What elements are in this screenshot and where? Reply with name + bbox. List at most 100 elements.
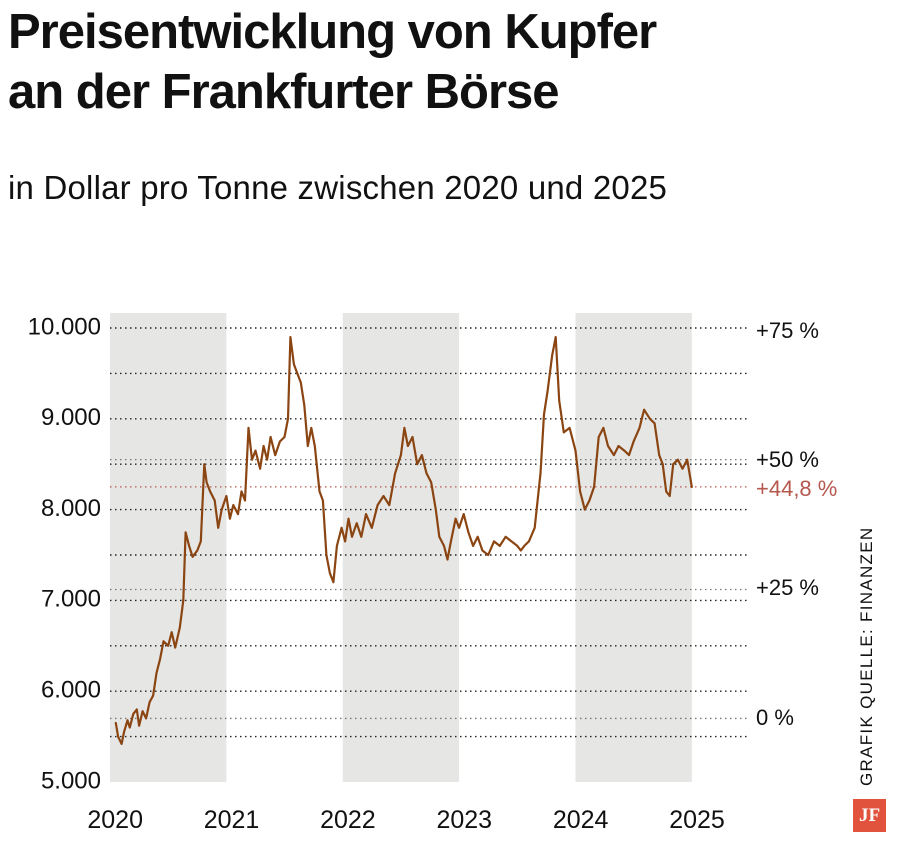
price-point-88 <box>450 540 452 543</box>
price-point-85 <box>438 535 441 538</box>
x-tick-label-2024: 2024 <box>553 806 609 834</box>
price-point-52 <box>296 372 299 375</box>
price-point-39 <box>247 426 250 429</box>
x-tick-label-2020: 2020 <box>87 806 143 834</box>
price-point-53 <box>299 381 302 384</box>
price-point-95 <box>481 549 484 552</box>
price-point-66 <box>347 517 350 520</box>
source-credit: GRAFIK QUELLE: FINANZEN <box>857 526 876 786</box>
price-point-48 <box>283 436 286 438</box>
price-point-37 <box>240 490 243 493</box>
price-point-76 <box>400 454 402 457</box>
price-point-130 <box>653 422 656 425</box>
year-band-1 <box>110 313 227 782</box>
price-point-20 <box>178 626 181 629</box>
price-point-33 <box>225 495 228 497</box>
price-point-69 <box>360 535 363 538</box>
price-point-31 <box>217 526 220 529</box>
price-point-51 <box>292 363 295 366</box>
reference-label-1: +75 % <box>756 318 819 343</box>
x-axis: 2020 2021 2022 2023 2024 2025 <box>87 806 724 834</box>
chart-subtitle: in Dollar pro Tonne zwischen 2020 und 20… <box>8 169 668 206</box>
price-point-129 <box>649 417 651 420</box>
price-point-82 <box>425 472 428 475</box>
price-point-128 <box>643 408 646 411</box>
price-point-104 <box>528 540 530 543</box>
price-point-13 <box>152 694 154 697</box>
price-point-6 <box>128 726 131 729</box>
price-point-5 <box>126 719 129 722</box>
reference-label-5: 0 % <box>756 705 794 730</box>
price-point-71 <box>370 526 373 529</box>
price-point-90 <box>458 526 460 529</box>
year-band-2 <box>342 313 460 782</box>
price-point-15 <box>159 658 161 661</box>
price-point-4 <box>123 731 125 733</box>
price-point-64 <box>340 526 343 529</box>
price-point-63 <box>336 545 338 547</box>
y-tick-label-7.000: 7.000 <box>41 586 101 613</box>
price-point-1 <box>114 722 117 724</box>
price-point-19 <box>174 646 177 649</box>
price-point-11 <box>145 717 147 720</box>
price-point-38 <box>244 499 246 502</box>
price-point-3 <box>120 742 123 745</box>
price-point-80 <box>416 463 419 466</box>
price-point-73 <box>382 495 385 497</box>
price-point-9 <box>138 724 140 727</box>
price-point-68 <box>355 522 358 525</box>
price-point-65 <box>344 540 346 543</box>
price-point-59 <box>322 499 324 502</box>
price-point-67 <box>351 535 353 538</box>
price-point-93 <box>472 545 474 547</box>
reference-lines: +75 % +50 % +44,8 % +25 % 0 % <box>110 318 837 730</box>
price-point-101 <box>516 545 519 547</box>
price-point-108 <box>546 390 549 393</box>
price-point-49 <box>287 417 289 420</box>
gridlines <box>110 327 750 738</box>
price-point-17 <box>167 644 170 647</box>
price-point-21 <box>182 599 185 602</box>
price-point-137 <box>681 467 684 470</box>
y-tick-label-10.000: 10.000 <box>28 313 101 340</box>
price-point-28 <box>205 481 208 484</box>
reference-label-2: +50 % <box>756 447 819 472</box>
price-point-94 <box>476 535 479 538</box>
price-point-118 <box>593 486 595 488</box>
y-tick-label-6.000: 6.000 <box>41 677 101 704</box>
chart-title-line-1: Preisentwicklung von Kupfer <box>8 5 657 59</box>
price-point-2 <box>117 735 120 738</box>
price-point-29 <box>209 490 211 493</box>
price-point-120 <box>602 426 605 429</box>
price-point-22 <box>184 531 187 534</box>
price-point-131 <box>658 454 661 457</box>
price-point-62 <box>332 581 335 584</box>
price-point-61 <box>329 572 331 575</box>
price-point-117 <box>588 499 591 502</box>
price-point-55 <box>306 445 309 447</box>
x-tick-label-2021: 2021 <box>204 806 260 834</box>
price-point-86 <box>443 545 445 547</box>
price-point-24 <box>191 555 194 558</box>
price-point-30 <box>213 499 216 502</box>
price-point-41 <box>254 449 257 452</box>
price-point-97 <box>493 540 495 543</box>
price-point-109 <box>551 354 554 357</box>
price-point-98 <box>498 545 501 547</box>
year-bands <box>110 313 692 782</box>
price-point-103 <box>523 545 526 547</box>
price-point-99 <box>504 535 507 538</box>
price-point-114 <box>574 449 577 452</box>
price-point-136 <box>676 458 679 461</box>
price-point-36 <box>237 513 239 516</box>
price-point-72 <box>376 504 379 506</box>
price-point-44 <box>266 458 268 461</box>
price-point-133 <box>665 490 668 493</box>
price-point-60 <box>325 554 328 556</box>
price-point-84 <box>434 508 437 511</box>
price-point-110 <box>554 336 557 338</box>
price-point-122 <box>612 454 615 457</box>
price-points <box>114 336 693 745</box>
price-point-43 <box>262 445 265 447</box>
